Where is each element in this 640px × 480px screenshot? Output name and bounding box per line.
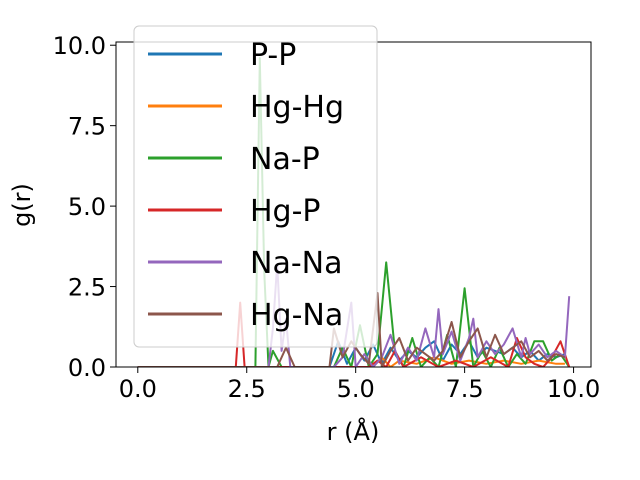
x-tick-label: 10.0: [547, 375, 600, 403]
legend-label-na-na: Na-Na: [250, 246, 342, 281]
y-axis: 0.0 2.5 5.0 7.5 10.0: [53, 32, 116, 382]
x-tick-label: 5.0: [337, 375, 375, 403]
y-tick-label: 10.0: [53, 32, 106, 60]
legend-label-hg-p: Hg-P: [250, 194, 321, 229]
y-axis-label: g(r): [8, 183, 36, 227]
y-tick-label: 2.5: [68, 274, 106, 302]
x-axis: 0.0 2.5 5.0 7.5 10.0: [119, 367, 600, 403]
y-tick-label: 5.0: [68, 193, 106, 221]
legend-label-hg-na: Hg-Na: [250, 298, 343, 333]
x-tick-label: 7.5: [446, 375, 484, 403]
legend-label-hg-hg: Hg-Hg: [250, 90, 344, 125]
legend-label-na-p: Na-P: [250, 142, 320, 177]
series-line-hg-na: [137, 292, 566, 367]
legend: P-P Hg-Hg Na-P Hg-P Na-Na Hg-Na: [133, 25, 378, 348]
legend-label-p-p: P-P: [250, 38, 296, 73]
series-line-hg-hg: [137, 356, 565, 367]
x-axis-label: r (Å): [327, 417, 380, 446]
x-tick-label: 2.5: [228, 375, 266, 403]
x-tick-label: 0.0: [119, 375, 157, 403]
y-tick-label: 0.0: [68, 354, 106, 382]
y-tick-label: 7.5: [68, 113, 106, 141]
